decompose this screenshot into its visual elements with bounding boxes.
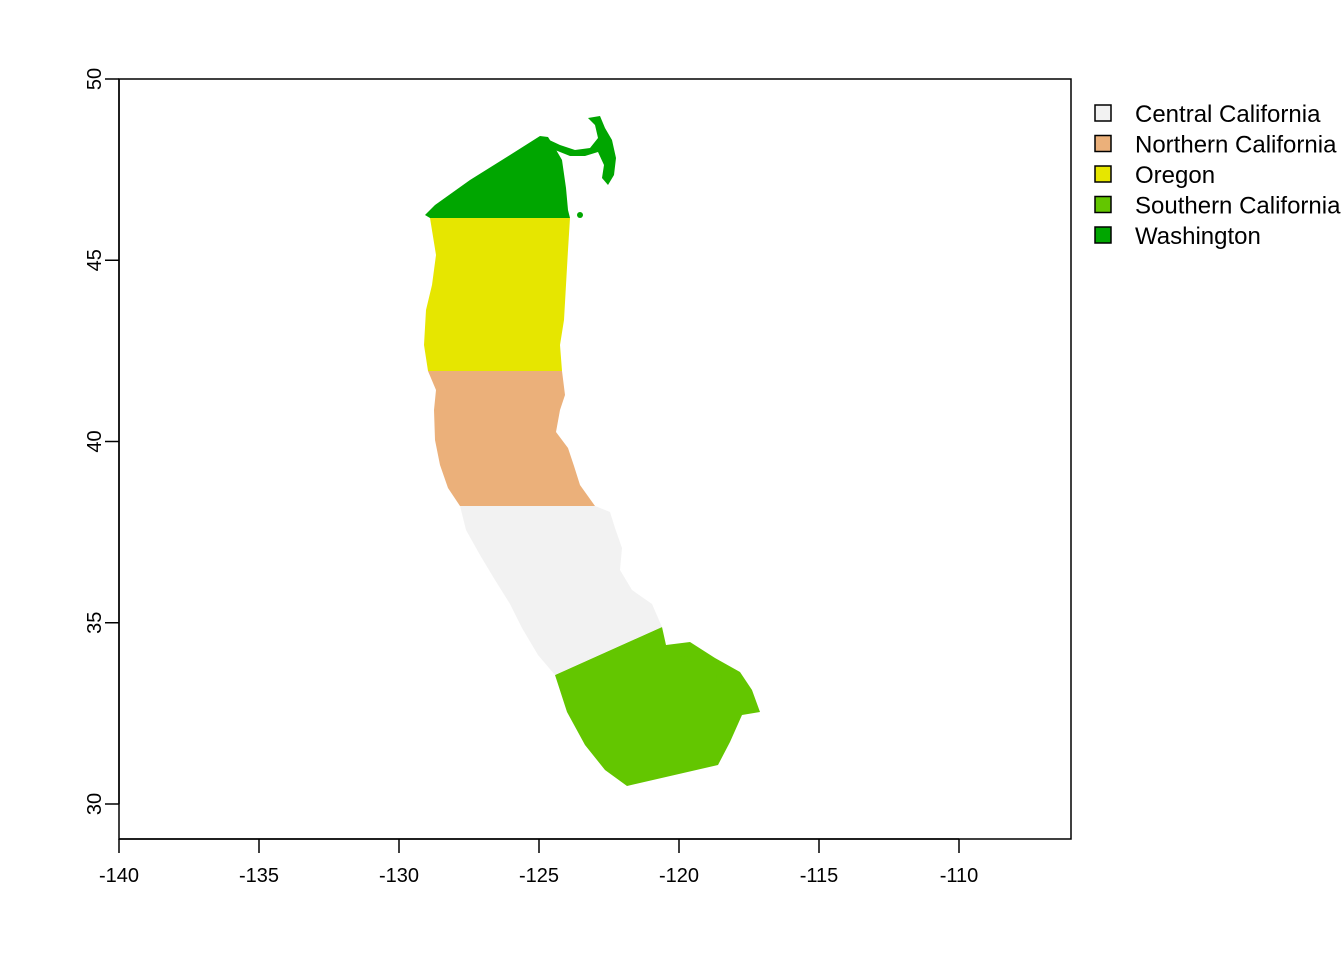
y-tick-label: 40 <box>84 430 106 452</box>
legend-swatch <box>1094 134 1112 153</box>
island-1 <box>676 656 696 662</box>
x-tick-label: -115 <box>800 865 839 887</box>
legend-label: Oregon <box>1135 162 1215 189</box>
legend-swatch <box>1094 195 1112 214</box>
legend-swatch <box>1094 226 1112 244</box>
regions-layer <box>424 116 760 786</box>
y-tick-label: 50 <box>84 68 106 90</box>
region-washington-sound <box>545 116 616 185</box>
legend-label: Northern California <box>1135 132 1337 159</box>
region-washington-island <box>577 212 583 218</box>
x-tick-label: -125 <box>519 865 559 887</box>
legend-label: Washington <box>1135 223 1261 250</box>
region-oregon <box>424 218 570 371</box>
x-tick-label: -135 <box>239 865 279 887</box>
y-tick-label: 30 <box>84 793 106 815</box>
y-axis: 30 35 40 45 50 <box>84 68 120 815</box>
legend-label: Central California <box>1135 101 1321 128</box>
x-axis: -140 -135 -130 -125 -120 -115 -110 <box>99 838 979 887</box>
x-tick-label: -140 <box>99 865 139 887</box>
legend-swatch <box>1094 165 1112 183</box>
x-tick-label: -110 <box>940 865 979 887</box>
region-central-california <box>460 506 662 675</box>
y-tick-label: 35 <box>84 612 106 634</box>
x-tick-label: -130 <box>379 865 419 887</box>
region-washington <box>425 136 570 218</box>
y-tick-label: 45 <box>84 249 106 271</box>
legend-label: Southern California <box>1135 193 1341 220</box>
region-northern-california <box>428 371 595 506</box>
legend: Central California Northern California Ore… <box>1094 101 1341 250</box>
island-2 <box>716 674 722 684</box>
x-tick-label: -120 <box>659 865 699 887</box>
legend-swatch <box>1094 104 1112 122</box>
region-southern-california <box>555 627 760 786</box>
